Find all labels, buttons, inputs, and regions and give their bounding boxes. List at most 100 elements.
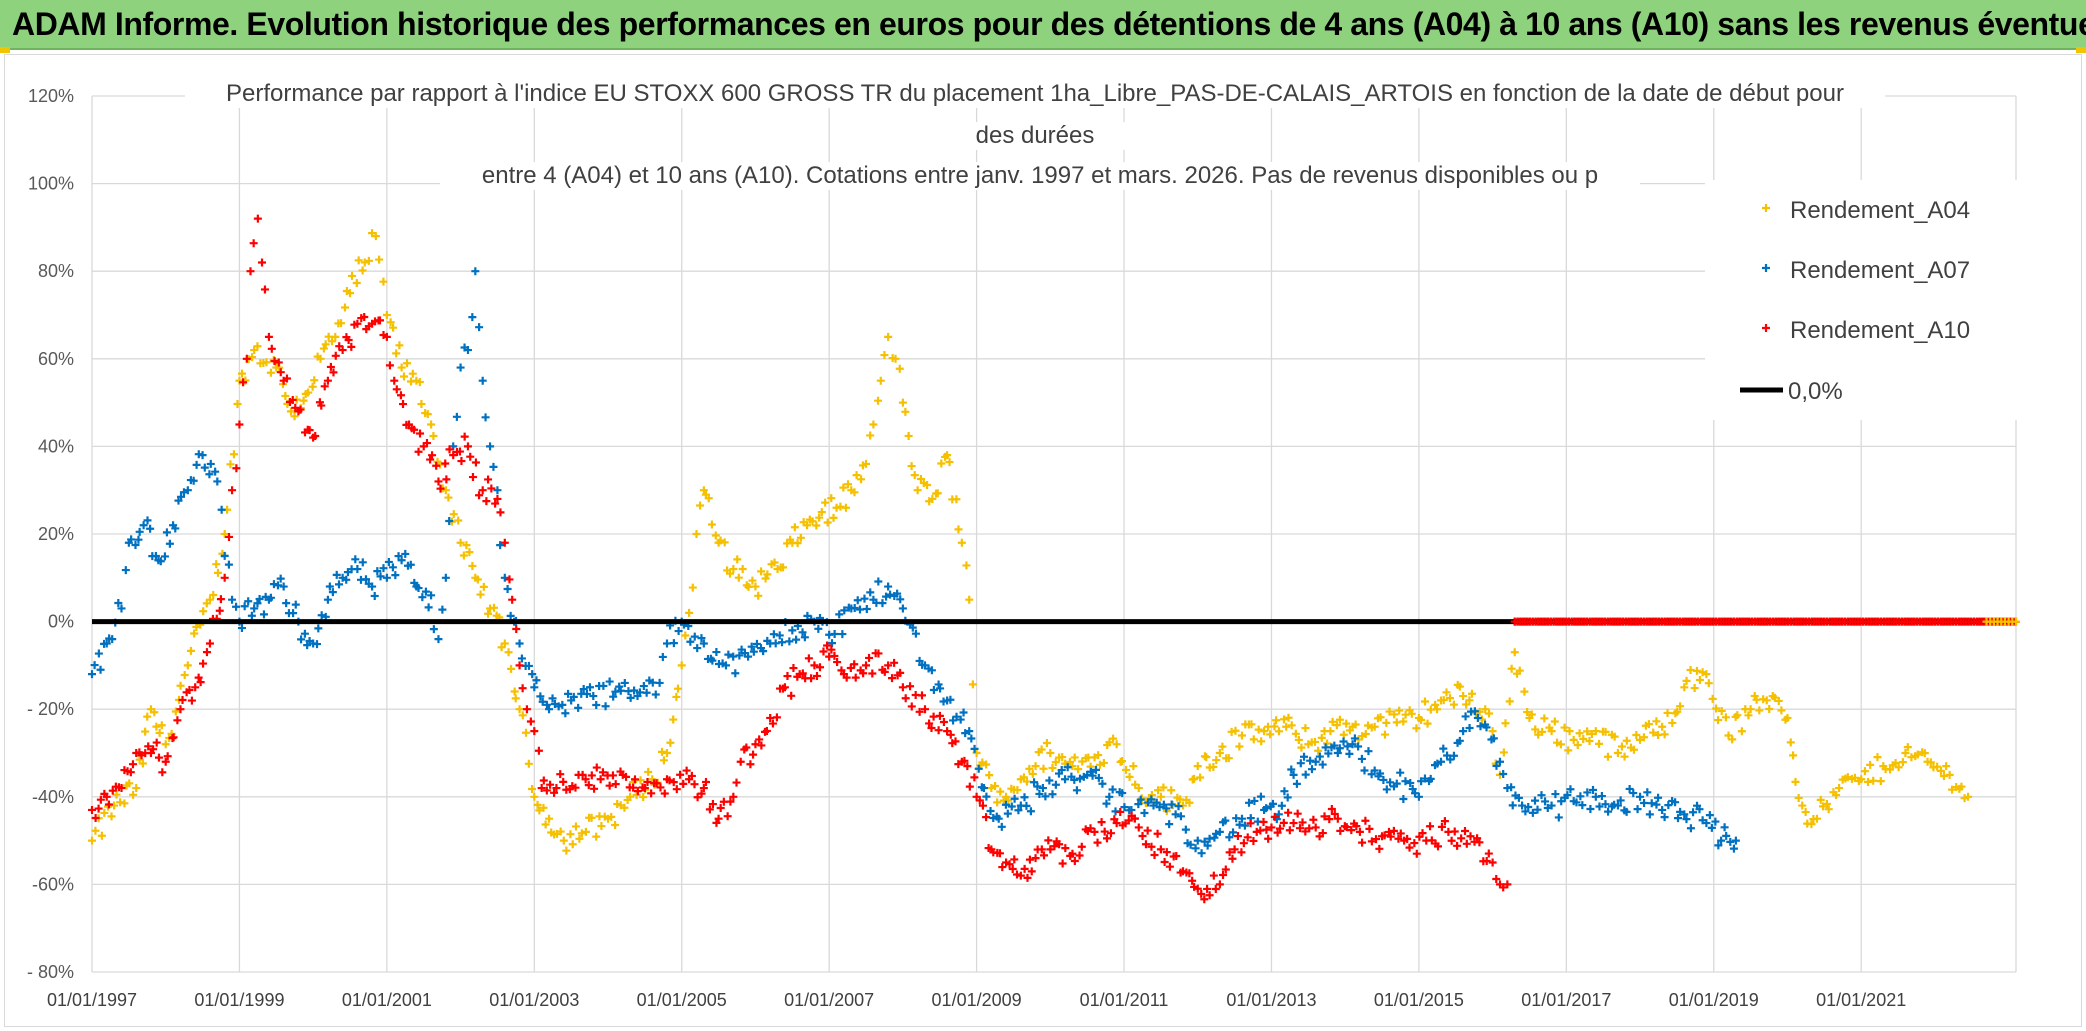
data-point <box>721 661 730 670</box>
data-point <box>1314 746 1323 755</box>
data-point <box>428 451 437 460</box>
data-point <box>1221 865 1230 874</box>
data-point <box>253 342 262 351</box>
data-point <box>933 489 942 498</box>
data-point <box>338 346 347 355</box>
data-point <box>1573 740 1582 749</box>
legend-label: Rendement_A04 <box>1790 197 1970 224</box>
data-point <box>569 692 578 701</box>
data-point <box>574 703 583 712</box>
data-point <box>1237 814 1246 823</box>
data-point <box>131 541 140 550</box>
data-point <box>368 582 377 591</box>
data-point <box>358 266 367 275</box>
data-point <box>699 784 708 793</box>
data-point <box>761 574 770 583</box>
data-point <box>463 442 472 451</box>
data-point <box>1105 792 1114 801</box>
data-point <box>1527 710 1536 719</box>
data-point <box>904 431 913 440</box>
data-point <box>149 745 158 754</box>
data-point <box>382 573 391 582</box>
data-point <box>173 716 182 725</box>
data-point <box>449 510 458 519</box>
data-point <box>528 670 537 679</box>
y-tick-label: 100% <box>28 174 74 194</box>
data-point <box>189 476 198 485</box>
data-point <box>199 659 208 668</box>
data-point <box>491 499 500 508</box>
data-point <box>1629 745 1638 754</box>
data-point <box>585 683 594 692</box>
data-point <box>1330 809 1339 818</box>
data-point <box>524 661 533 670</box>
data-point <box>406 560 415 569</box>
data-point <box>269 580 278 589</box>
data-point <box>1783 713 1792 722</box>
data-point <box>1358 838 1367 847</box>
data-point <box>232 602 241 611</box>
data-point <box>1668 718 1677 727</box>
x-tick-label: 01/01/2011 <box>1080 990 1169 1010</box>
data-point <box>965 782 974 791</box>
data-point <box>391 571 400 580</box>
data-point <box>1311 823 1320 832</box>
y-tick-label: 60% <box>38 349 74 369</box>
data-point <box>1431 700 1440 709</box>
data-point <box>1898 758 1907 767</box>
data-point <box>1578 801 1587 810</box>
data-point <box>373 567 382 576</box>
data-point <box>1134 784 1143 793</box>
data-point <box>669 778 678 787</box>
data-point <box>536 692 545 701</box>
data-point <box>810 661 819 670</box>
data-point <box>528 785 537 794</box>
data-point <box>183 486 192 495</box>
data-point <box>486 442 495 451</box>
data-point <box>866 588 875 597</box>
data-point <box>1102 799 1111 808</box>
series-rendement-a04 <box>88 229 1973 855</box>
data-point <box>978 801 987 810</box>
data-point <box>1219 871 1228 880</box>
data-point <box>1507 783 1516 792</box>
data-point <box>1488 727 1497 736</box>
data-point <box>626 792 635 801</box>
data-point <box>279 582 288 591</box>
data-point <box>1046 845 1055 854</box>
data-point <box>1449 751 1458 760</box>
data-point <box>1118 789 1127 798</box>
data-point <box>952 712 961 721</box>
data-point <box>1185 869 1194 878</box>
data-point <box>522 728 531 737</box>
data-point <box>508 595 517 604</box>
data-point <box>1042 738 1051 747</box>
data-point <box>326 362 335 371</box>
data-point <box>1622 807 1631 816</box>
data-point <box>468 473 477 482</box>
data-point <box>542 700 551 709</box>
data-point <box>1152 798 1161 807</box>
data-point <box>1027 867 1036 876</box>
data-point <box>561 709 570 718</box>
data-point <box>360 258 369 267</box>
data-point <box>1524 803 1533 812</box>
data-point <box>1130 814 1139 823</box>
data-point <box>329 368 338 377</box>
data-point <box>965 727 974 736</box>
data-point <box>1903 743 1912 752</box>
data-point <box>1272 716 1281 725</box>
data-point <box>687 771 696 780</box>
data-point <box>1523 708 1532 717</box>
banner-title: ADAM Informe. Evolution historique des p… <box>12 6 2086 42</box>
data-point <box>868 669 877 678</box>
data-point <box>276 574 285 583</box>
data-point <box>114 598 123 607</box>
data-point <box>965 595 974 604</box>
data-point <box>1728 735 1737 744</box>
data-point <box>441 459 450 468</box>
data-point <box>708 800 717 809</box>
data-point <box>107 812 116 821</box>
data-point <box>1072 786 1081 795</box>
data-point <box>376 572 385 581</box>
